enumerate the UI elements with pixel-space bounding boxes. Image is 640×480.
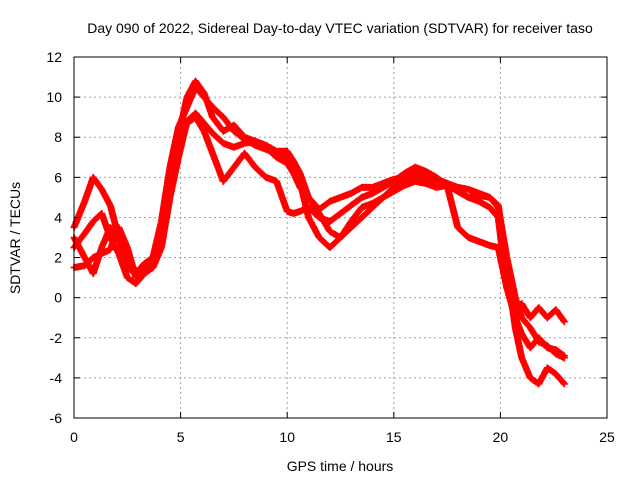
x-axis-label: GPS time / hours — [287, 458, 394, 474]
x-tick-label: 15 — [386, 429, 402, 445]
y-tick-label: -2 — [50, 330, 63, 346]
x-tick-label: 5 — [177, 429, 185, 445]
y-tick-label: 8 — [54, 129, 62, 145]
x-tick-label: 0 — [70, 429, 78, 445]
plot-frame — [73, 56, 608, 419]
grid — [74, 57, 607, 418]
y-tick-label: 12 — [46, 49, 62, 65]
series-trail — [71, 114, 567, 359]
x-tick-label: 25 — [599, 429, 615, 445]
y-axis-label: SDTVAR / TECUs — [7, 182, 23, 294]
axes: 0 5 10 15 20 25 -6 -4 -2 0 2 4 6 8 10 12 — [46, 49, 615, 445]
y-tick-label: 4 — [54, 209, 62, 225]
y-tick-label: 10 — [46, 89, 62, 105]
y-tick-label: 2 — [54, 250, 62, 266]
y-tick-label: -6 — [50, 410, 63, 426]
x-tick-label: 10 — [279, 429, 295, 445]
y-tick-label: 0 — [54, 290, 62, 306]
data-series — [70, 77, 568, 388]
y-tick-label: 6 — [54, 169, 62, 185]
x-tick-label: 20 — [493, 429, 509, 445]
y-tick-label: -4 — [50, 370, 63, 386]
series-track-4 — [70, 113, 568, 360]
chart-title: Day 090 of 2022, Sidereal Day-to-day VTE… — [87, 20, 593, 36]
